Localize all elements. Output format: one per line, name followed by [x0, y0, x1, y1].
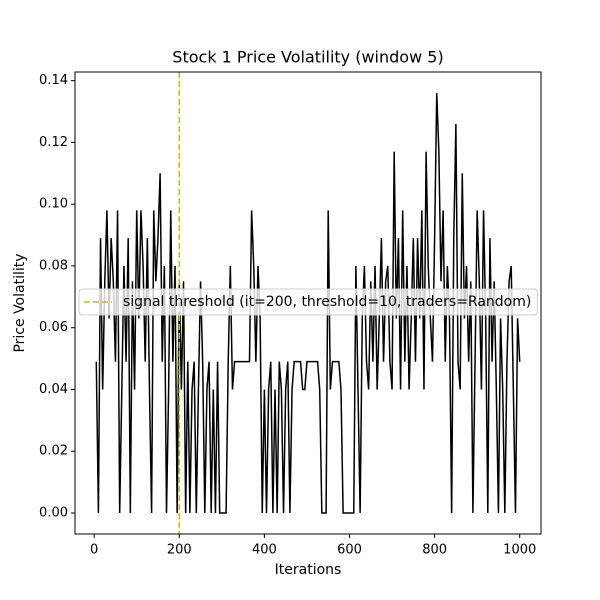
- x-tick-label: 1000: [503, 543, 536, 558]
- x-tick-label: 200: [167, 543, 192, 558]
- plot-frame: [74, 71, 542, 535]
- y-tick-label: 0.02: [39, 444, 68, 459]
- x-tick-label: 600: [337, 543, 362, 558]
- x-tick-label: 400: [252, 543, 277, 558]
- y-tick-label: 0.04: [39, 382, 68, 397]
- y-tick-label: 0.08: [39, 258, 68, 273]
- x-tick-label: 800: [422, 543, 447, 558]
- y-tick-label: 0.10: [39, 197, 68, 212]
- x-axis-label: Iterations: [275, 562, 342, 578]
- legend-label: signal threshold (it=200, threshold=10, …: [123, 294, 531, 310]
- legend-box: [78, 288, 538, 316]
- y-axis-label: Price Volatility: [12, 253, 28, 352]
- y-tick-label: 0.00: [39, 506, 68, 521]
- y-tick-label: 0.06: [39, 320, 68, 335]
- chart-title: Stock 1 Price Volatility (window 5): [172, 48, 443, 67]
- y-tick-label: 0.14: [39, 73, 68, 88]
- y-tick-label: 0.12: [39, 135, 68, 150]
- x-tick-label: 0: [90, 543, 98, 558]
